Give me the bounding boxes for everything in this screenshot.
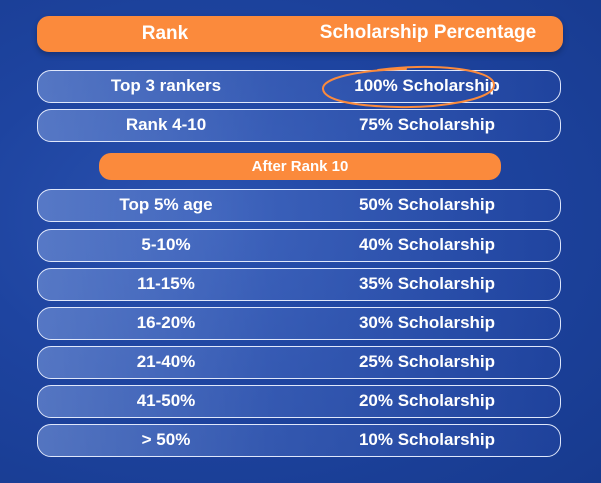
rank-cell: 5-10% bbox=[141, 235, 191, 254]
scholarship-cell: 50% Scholarship bbox=[358, 195, 496, 214]
table-row: 5-10% 40% Scholarship bbox=[37, 229, 561, 262]
scholarship-cell: 10% Scholarship bbox=[358, 430, 496, 449]
table-row: Rank 4-10 75% Scholarship bbox=[37, 109, 561, 142]
rank-cell: Top 3 rankers bbox=[110, 76, 222, 95]
table-row: Top 5% age 50% Scholarship bbox=[37, 189, 561, 222]
scholarship-cell: 40% Scholarship bbox=[358, 235, 496, 254]
scholarship-cell: 20% Scholarship bbox=[358, 391, 496, 410]
rank-cell: 21-40% bbox=[136, 352, 196, 371]
rank-cell: 41-50% bbox=[136, 391, 196, 410]
after-rank-divider: After Rank 10 bbox=[99, 153, 501, 180]
table-row: 16-20% 30% Scholarship bbox=[37, 307, 561, 340]
table-row: Top 3 rankers 100% Scholarship bbox=[37, 70, 561, 103]
scholarship-cell: 35% Scholarship bbox=[358, 274, 496, 293]
rank-cell: 11-15% bbox=[137, 274, 195, 293]
table-row: 41-50% 20% Scholarship bbox=[37, 385, 561, 418]
table-row: > 50% 10% Scholarship bbox=[37, 424, 561, 457]
table-row: 11-15% 35% Scholarship bbox=[37, 268, 561, 301]
rank-cell: > 50% bbox=[141, 430, 191, 449]
scholarship-column-header: Scholarship Percentage bbox=[319, 22, 537, 43]
scholarship-cell: 100% Scholarship bbox=[354, 76, 500, 95]
scholarship-cell: 30% Scholarship bbox=[358, 313, 496, 332]
table-header: Rank Scholarship Percentage bbox=[37, 16, 563, 52]
table-row: 21-40% 25% Scholarship bbox=[37, 346, 561, 379]
rank-cell: Top 5% age bbox=[119, 195, 213, 214]
scholarship-cell: 75% Scholarship bbox=[358, 115, 496, 134]
rank-cell: 16-20% bbox=[136, 313, 196, 332]
rank-cell: Rank 4-10 bbox=[125, 115, 207, 134]
scholarship-cell: 25% Scholarship bbox=[358, 352, 496, 371]
rank-column-header: Rank bbox=[141, 23, 189, 44]
